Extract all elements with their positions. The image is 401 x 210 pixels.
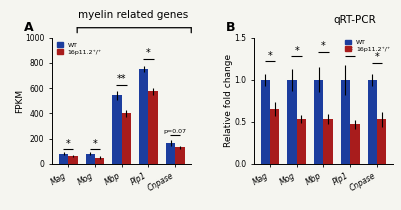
Text: B: B	[226, 21, 235, 34]
Bar	[175, 147, 184, 164]
Y-axis label: FPKM: FPKM	[15, 89, 24, 113]
Legend: WT, 16p11.2⁺/⁺: WT, 16p11.2⁺/⁺	[55, 41, 103, 56]
Text: myelin related genes: myelin related genes	[78, 10, 188, 20]
Bar	[377, 119, 386, 164]
Text: *: *	[267, 51, 272, 61]
Y-axis label: Relative fold change: Relative fold change	[224, 54, 233, 147]
Bar	[112, 95, 122, 164]
Text: *: *	[348, 46, 352, 56]
Text: *: *	[294, 46, 299, 56]
Bar	[270, 109, 279, 164]
Bar	[297, 119, 306, 164]
Bar	[368, 80, 377, 164]
Bar	[139, 69, 148, 164]
Text: *: *	[93, 139, 97, 149]
Text: *: *	[66, 139, 71, 149]
Bar	[287, 80, 297, 164]
Text: *: *	[146, 48, 151, 58]
Legend: WT, 16p11.2⁺/⁺: WT, 16p11.2⁺/⁺	[343, 38, 391, 53]
Bar	[148, 91, 158, 164]
Text: A: A	[24, 21, 34, 34]
Bar	[68, 156, 77, 164]
Bar	[314, 80, 324, 164]
Bar	[166, 143, 175, 164]
Text: p=0.07: p=0.07	[164, 129, 187, 134]
Text: *: *	[375, 52, 379, 62]
Bar	[95, 158, 104, 164]
Text: **: **	[117, 74, 126, 84]
Bar	[122, 113, 131, 164]
Bar	[261, 80, 270, 164]
Bar	[341, 80, 350, 164]
Bar	[85, 154, 95, 164]
Bar	[59, 154, 68, 164]
Bar	[350, 124, 360, 164]
Text: *: *	[321, 41, 326, 51]
Text: qRT-PCR: qRT-PCR	[334, 15, 376, 25]
Bar	[324, 119, 333, 164]
